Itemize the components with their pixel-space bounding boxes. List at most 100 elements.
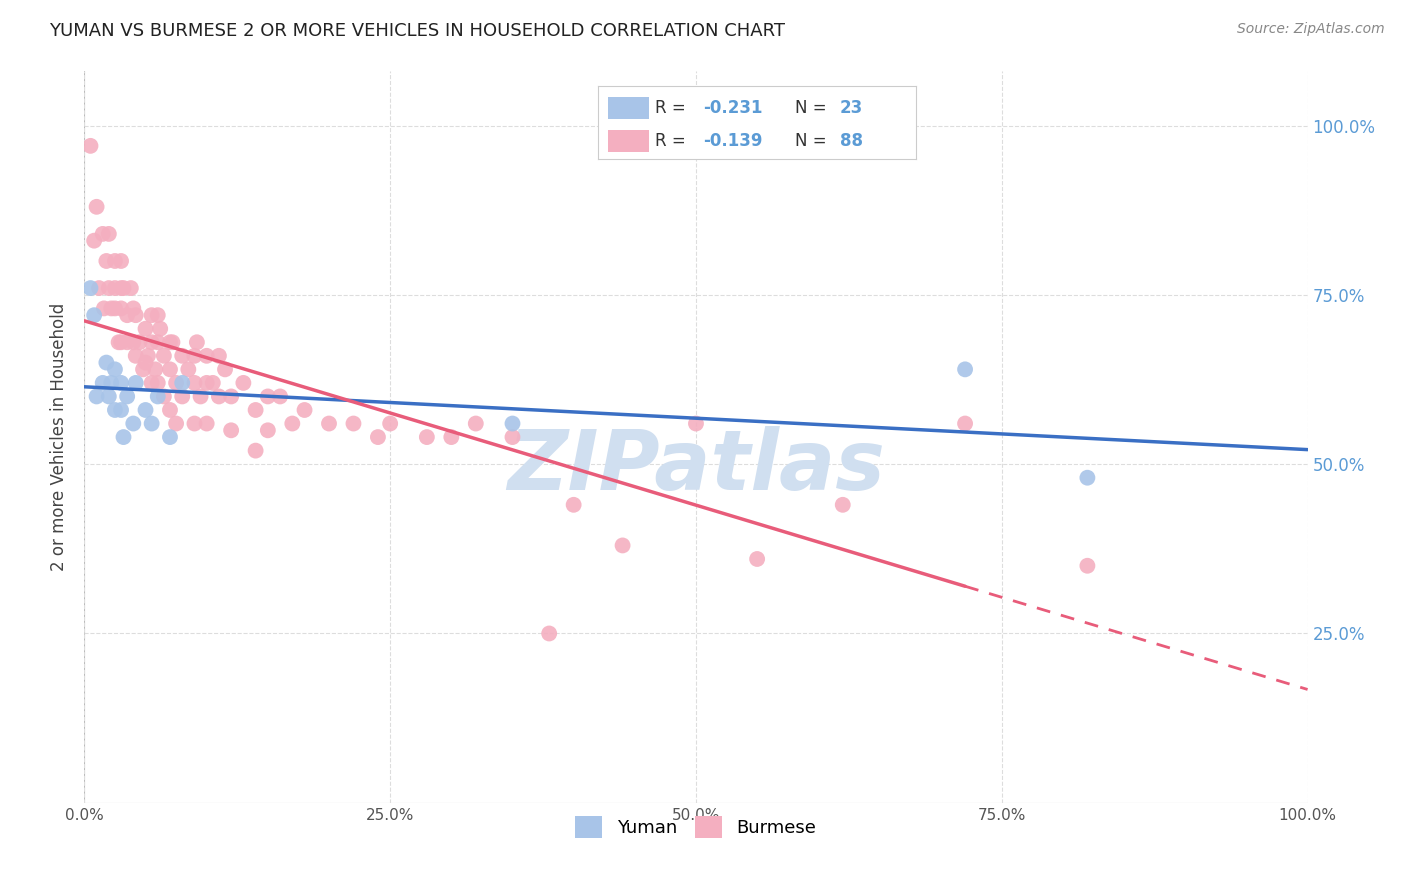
Point	[141, 335, 163, 350]
Point	[186, 335, 208, 350]
Point	[257, 389, 280, 403]
Point	[165, 376, 187, 390]
Point	[172, 389, 194, 403]
Point	[83, 234, 105, 248]
Point	[219, 389, 242, 403]
Point	[201, 376, 224, 390]
Point	[97, 281, 120, 295]
Point	[135, 355, 157, 369]
Point	[141, 308, 163, 322]
Point	[177, 362, 200, 376]
Point	[146, 308, 169, 322]
Point	[146, 389, 169, 403]
Point	[110, 335, 132, 350]
Point	[464, 417, 486, 431]
Point	[79, 281, 101, 295]
Y-axis label: 2 or more Vehicles in Household: 2 or more Vehicles in Household	[51, 303, 69, 571]
Point	[281, 417, 304, 431]
Point	[146, 335, 169, 350]
Point	[208, 349, 231, 363]
Legend: Yuman, Burmese: Yuman, Burmese	[568, 808, 824, 845]
Point	[380, 417, 402, 431]
Point	[149, 322, 172, 336]
Point	[172, 349, 194, 363]
Point	[83, 308, 105, 322]
Point	[183, 349, 205, 363]
Point	[953, 417, 976, 431]
Point	[294, 403, 316, 417]
Point	[125, 308, 148, 322]
Point	[153, 349, 176, 363]
Point	[96, 355, 118, 369]
Point	[269, 389, 291, 403]
Point	[100, 301, 122, 316]
Text: YUMAN VS BURMESE 2 OR MORE VEHICLES IN HOUSEHOLD CORRELATION CHART: YUMAN VS BURMESE 2 OR MORE VEHICLES IN H…	[49, 22, 785, 40]
Point	[104, 403, 127, 417]
Point	[159, 335, 181, 350]
Point	[122, 417, 145, 431]
Point	[122, 335, 145, 350]
Point	[245, 443, 267, 458]
Point	[159, 403, 181, 417]
Point	[110, 254, 132, 268]
Point	[183, 376, 205, 390]
Point	[115, 389, 138, 403]
Point	[115, 308, 138, 322]
Point	[1076, 471, 1098, 485]
Point	[141, 376, 163, 390]
Point	[685, 417, 707, 431]
Point	[122, 301, 145, 316]
Point	[153, 389, 176, 403]
Point	[104, 254, 127, 268]
Point	[112, 430, 135, 444]
Point	[79, 139, 101, 153]
Point	[136, 349, 159, 363]
Point	[195, 376, 218, 390]
Point	[159, 362, 181, 376]
Point	[416, 430, 439, 444]
Point	[128, 335, 150, 350]
Point	[135, 403, 157, 417]
Point	[97, 227, 120, 241]
Point	[747, 552, 769, 566]
Point	[110, 403, 132, 417]
Point	[91, 227, 114, 241]
Point	[97, 389, 120, 403]
Point	[612, 538, 634, 552]
Point	[257, 423, 280, 437]
Text: Source: ZipAtlas.com: Source: ZipAtlas.com	[1237, 22, 1385, 37]
Point	[502, 417, 524, 431]
Point	[125, 349, 148, 363]
Point	[96, 254, 118, 268]
Point	[110, 376, 132, 390]
Point	[93, 301, 115, 316]
Point	[165, 417, 187, 431]
Point	[115, 335, 138, 350]
Point	[214, 362, 236, 376]
Text: ZIPatlas: ZIPatlas	[508, 425, 884, 507]
Point	[342, 417, 364, 431]
Point	[143, 362, 166, 376]
Point	[1076, 558, 1098, 573]
Point	[107, 335, 129, 350]
Point	[159, 430, 181, 444]
Point	[208, 389, 231, 403]
Point	[232, 376, 254, 390]
Point	[110, 301, 132, 316]
Point	[91, 376, 114, 390]
Point	[440, 430, 463, 444]
Point	[141, 417, 163, 431]
Point	[110, 281, 132, 295]
Point	[132, 362, 155, 376]
Point	[162, 335, 184, 350]
Point	[135, 322, 157, 336]
Point	[831, 498, 853, 512]
Point	[86, 200, 108, 214]
Point	[562, 498, 585, 512]
Point	[195, 349, 218, 363]
Point	[125, 376, 148, 390]
Point	[245, 403, 267, 417]
Point	[100, 376, 122, 390]
Point	[104, 362, 127, 376]
Point	[538, 626, 561, 640]
